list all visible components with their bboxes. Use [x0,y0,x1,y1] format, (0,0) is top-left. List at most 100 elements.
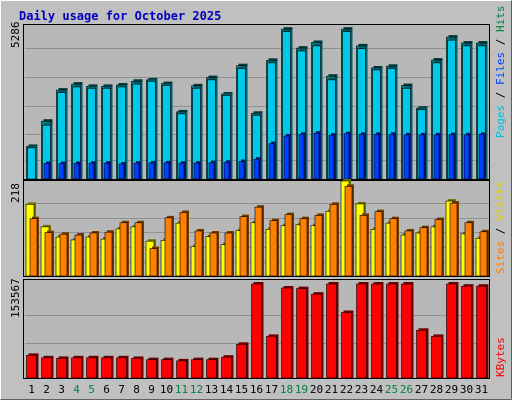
day-label: 19 [295,383,308,396]
bar-kbytes [311,293,322,379]
bar-sites [89,232,98,277]
bar-files [328,134,335,180]
bar-kbytes [341,312,352,379]
legend-separator: / [494,85,507,105]
bar-files [148,162,155,180]
bar-sites [209,232,218,277]
day-label: 24 [370,383,384,396]
bar-files [403,134,410,180]
bar-files [343,133,350,180]
day-label: 15 [235,383,248,396]
day-label: 22 [340,383,353,396]
bar-kbytes [431,336,442,379]
bar-files [313,132,320,180]
bar-files [418,134,425,180]
legend-files: Files [494,52,507,85]
bar-kbytes [131,358,142,379]
day-label: 30 [460,383,473,396]
bar-files [58,163,65,180]
bar-sites [44,232,53,277]
bar-sites [224,232,233,277]
bar-sites [119,222,128,277]
panel-hits-legend: Pages / Files / Hits [494,6,507,139]
bar-files [463,134,470,180]
bar-files [478,133,485,180]
bar-sites [374,211,383,277]
bar-kbytes [236,344,247,379]
bar-kbytes [401,283,412,379]
day-label: 27 [415,383,428,396]
bar-sites [179,212,188,277]
day-label-layer: 1 2 3 4 5 6 7 8 9 10 11 12 13 14 15 16 17 18 19 20 21 22 23 24 2… [28,383,488,396]
panel-kbytes-legend: KBytes [494,337,507,377]
bar-kbytes [476,285,487,379]
bar-kbytes [386,283,397,379]
bar-kbytes [296,288,307,379]
bar-files [448,134,455,180]
bar-kbytes [101,357,112,379]
bar-files [103,162,110,180]
day-label: 21 [325,383,338,396]
legend-kbytes: KBytes [494,337,507,377]
bar-sites [464,222,473,277]
bar-kbytes [221,356,232,379]
bar-sites [314,215,323,277]
bar-kbytes [461,285,472,379]
bar-sites [74,234,83,277]
day-label: 9 [148,383,155,396]
bar-sites [389,218,398,277]
bar-files [268,143,275,180]
bar-kbytes [446,283,457,379]
bar-files [358,133,365,180]
bar-files [283,135,290,180]
bar-sites [404,230,413,277]
bar-kbytes [356,283,367,379]
bar-files [208,162,215,180]
bar-kbytes [371,283,382,379]
legend-pages: Pages [494,105,507,138]
legend-hits: Hits [494,6,507,33]
bar-kbytes [146,359,157,379]
bar-kbytes [71,357,82,379]
bar-kbytes [176,360,187,379]
bar-files [388,133,395,180]
bar-kbytes [116,357,127,379]
day-label: 11 [175,383,188,396]
bar-files [373,133,380,180]
bar-files [298,133,305,180]
bar-sites [359,215,368,277]
bar-kbytes [86,357,97,379]
bar-sites [134,222,143,277]
bar-sites [194,230,203,277]
bar-files [223,161,230,180]
bar-kbytes [26,355,37,379]
day-label: 31 [475,383,488,396]
bar-sites [149,248,158,277]
bar-files [238,161,245,180]
day-label: 8 [133,383,140,396]
bar-files [178,162,185,180]
panel-sites-legend: Sites / Visits [494,181,507,274]
bar-sites [434,219,443,277]
legend-visits: Visits [494,181,507,221]
day-label: 7 [118,383,125,396]
bar-sites [164,217,173,277]
bar-sites [284,214,293,277]
bar-kbytes [281,287,292,379]
bar-pages [27,147,36,180]
day-label: 3 [58,383,65,396]
day-label: 25 [385,383,398,396]
bar-files [193,162,200,180]
legend-separator: / [494,32,507,52]
bar-kbytes [251,283,262,379]
bar-sites [344,186,353,277]
bar-files [118,163,125,180]
day-label: 12 [190,383,203,396]
bar-sites [104,231,113,277]
day-label: 17 [265,383,278,396]
day-label: 20 [310,383,323,396]
bar-files [163,162,170,180]
legend-separator: / [494,221,507,241]
bar-files [88,162,95,180]
